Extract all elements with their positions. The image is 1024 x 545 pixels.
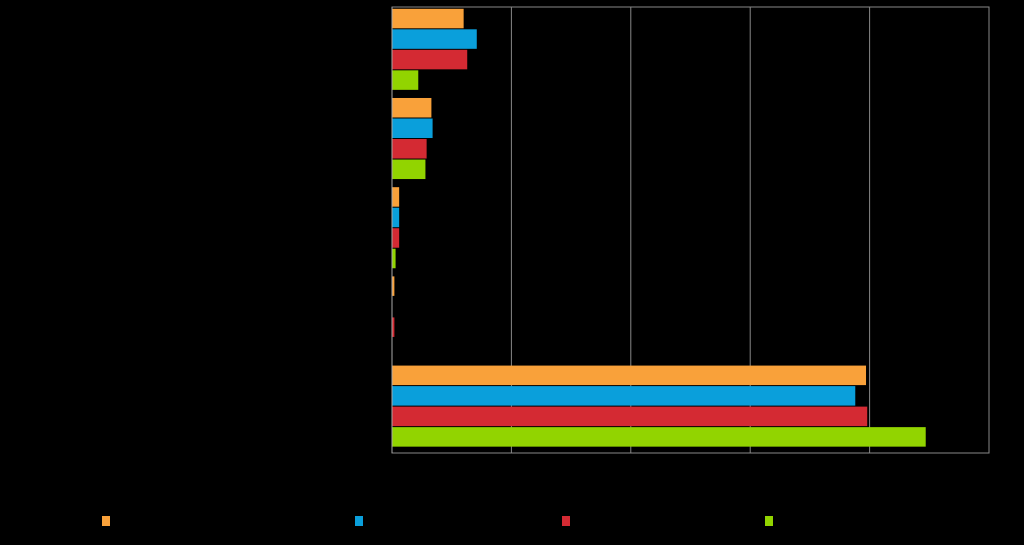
bar — [392, 406, 868, 427]
legend-marker — [765, 516, 773, 526]
bar — [392, 207, 400, 228]
bar — [392, 187, 400, 207]
bar — [392, 228, 400, 248]
bar — [392, 29, 477, 49]
bar — [392, 317, 395, 337]
bar — [392, 49, 468, 70]
bar — [392, 386, 856, 406]
bar — [392, 97, 432, 118]
bar — [392, 276, 395, 296]
bar — [392, 159, 426, 180]
bar — [392, 118, 433, 139]
legend-marker — [562, 516, 570, 526]
bar — [392, 427, 926, 447]
bar — [392, 8, 464, 29]
bar — [392, 365, 867, 386]
legend-marker — [102, 516, 110, 526]
bar — [392, 248, 396, 269]
legend-marker — [355, 516, 363, 526]
bar — [392, 70, 419, 90]
bar — [392, 139, 427, 159]
